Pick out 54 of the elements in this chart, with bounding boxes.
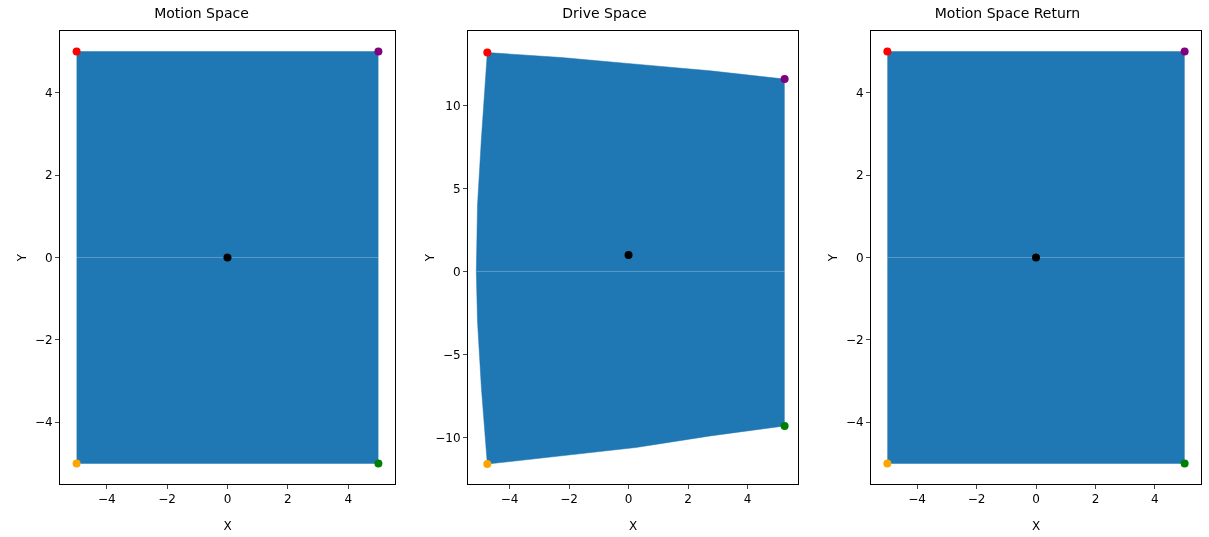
x-tick-label: 4 [1151,492,1159,507]
x-tick-label: −4 [500,492,519,507]
point [483,48,492,57]
chart-title: Motion Space Return [934,4,1081,21]
point [374,47,383,56]
y-tick-label: −4 [34,415,53,430]
x-tick-label: −2 [560,492,578,507]
point [374,459,383,468]
point [780,75,789,84]
x-axis-title: X [223,519,232,533]
y-tick-label: 0 [855,250,864,265]
x-tick-label: 4 [743,492,752,507]
y-tick-label: −2 [845,333,864,348]
y-tick-label: 2 [44,168,53,183]
point [1180,459,1189,468]
x-tick-label: 0 [223,492,232,507]
y-tick-label: −5 [442,347,461,362]
y-axis-title: Y [423,253,437,263]
y-tick-label: −10 [435,430,461,445]
point [483,460,492,469]
point [883,459,892,468]
y-tick-label: 0 [44,250,53,265]
point [1032,253,1040,262]
point [624,251,633,260]
x-tick-label: 2 [684,492,692,507]
y-tick-label: 4 [855,85,864,100]
y-axis-title: Y [826,253,840,263]
x-tick-label: 2 [1091,492,1100,507]
chart-title: Motion Space [154,4,249,21]
y-axis-title: Y [15,253,29,263]
x-tick-label: −4 [97,492,116,507]
point [72,47,81,56]
chart-title: Drive Space [562,4,647,21]
point [883,47,892,56]
point [72,459,81,468]
x-tick-label: −4 [908,492,926,507]
x-tick-label: 4 [344,492,353,507]
y-tick-label: −4 [845,415,864,430]
x-tick-label: 0 [624,492,633,507]
x-tick-label: 0 [1032,492,1040,507]
x-tick-label: −2 [967,492,986,507]
point [1180,47,1189,56]
y-tick-label: 5 [452,181,461,196]
y-tick-label: 4 [44,85,53,100]
y-tick-label: 10 [445,98,461,113]
y-tick-label: −2 [34,333,53,348]
x-tick-label: −2 [158,492,176,507]
point [780,421,789,430]
x-axis-title: X [628,519,638,533]
point [223,253,232,262]
x-axis-title: X [1031,519,1041,533]
x-tick-label: 2 [284,492,292,507]
y-tick-label: 2 [855,168,864,183]
y-tick-label: 0 [452,264,461,279]
